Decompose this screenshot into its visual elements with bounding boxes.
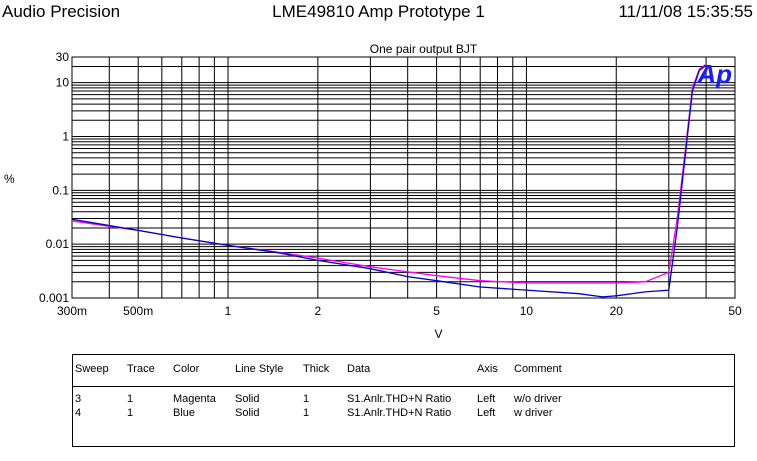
x-tick-label: 300m bbox=[57, 304, 87, 318]
legend-header-data: Data bbox=[347, 363, 371, 375]
legend-cell-comment: w driver bbox=[514, 407, 553, 419]
legend-cell-thick: 1 bbox=[303, 407, 310, 419]
header-timestamp: 11/11/08 15:35:55 bbox=[618, 2, 753, 21]
plot-area: 300m 500m 1 2 5 10 20 50 0.001 0.01 0.1 1 10 30 One pa… bbox=[4, 42, 742, 341]
legend-header-row: Sweep Trace Color Line Style Thick Data … bbox=[73, 363, 734, 377]
y-tick-label: 1 bbox=[62, 130, 69, 144]
y-tick-label: 0.1 bbox=[52, 183, 69, 197]
y-tick-label: 0.01 bbox=[46, 237, 70, 251]
y-tick-label: 0.001 bbox=[39, 291, 69, 305]
legend-header-axis: Axis bbox=[477, 363, 498, 375]
x-tick-label: 5 bbox=[433, 304, 440, 318]
ap-logo: Ap bbox=[696, 59, 732, 89]
legend-cell-data: S1.Anlr.THD+N Ratio bbox=[347, 407, 452, 419]
legend-cell-thick: 1 bbox=[303, 393, 310, 405]
x-axis-label: V bbox=[434, 327, 442, 341]
x-tick-label: 10 bbox=[520, 304, 534, 318]
x-tick-label: 20 bbox=[610, 304, 624, 318]
plot-frame bbox=[71, 56, 736, 299]
legend-header-comment: Comment bbox=[514, 363, 562, 375]
x-tick-label: 500m bbox=[123, 304, 153, 318]
x-tick-label: 2 bbox=[315, 304, 322, 318]
header-center-title: LME49810 Amp Prototype 1 bbox=[272, 2, 485, 21]
legend-cell-sweep: 3 bbox=[75, 393, 82, 405]
legend-cell-line-style: Solid bbox=[235, 393, 260, 405]
header-left-title: Audio Precision bbox=[2, 2, 121, 21]
x-tick-label: 1 bbox=[225, 304, 232, 318]
legend-header-thick: Thick bbox=[303, 363, 330, 375]
legend-header-trace: Trace bbox=[127, 363, 155, 375]
legend-cell-color: Magenta bbox=[173, 393, 216, 405]
legend-cell-data: S1.Anlr.THD+N Ratio bbox=[347, 393, 452, 405]
series-line bbox=[71, 64, 707, 298]
y-tick-label: 30 bbox=[56, 50, 70, 64]
x-tick-label: 50 bbox=[728, 304, 742, 318]
legend-cell-trace: 1 bbox=[127, 407, 134, 419]
chart-title: One pair output BJT bbox=[370, 42, 478, 56]
legend-cell-comment: w/o driver bbox=[514, 393, 562, 405]
legend-cell-color: Blue bbox=[173, 407, 196, 419]
legend-table: Sweep Trace Color Line Style Thick Data … bbox=[72, 354, 735, 447]
legend-cell-line-style: Solid bbox=[235, 407, 260, 419]
legend-row: 3 1 Magenta Solid 1 S1.Anlr.THD+N Ratio … bbox=[73, 393, 734, 407]
legend-header-line-style: Line Style bbox=[235, 363, 284, 375]
y-axis-label: % bbox=[4, 172, 15, 186]
y-tick-label: 10 bbox=[56, 76, 70, 90]
legend-cell-sweep: 4 bbox=[75, 407, 82, 419]
legend-row: 4 1 Blue Solid 1 S1.Anlr.THD+N Ratio Lef… bbox=[73, 407, 734, 421]
legend-header-sweep: Sweep bbox=[75, 363, 109, 375]
legend-cell-axis: Left bbox=[477, 393, 496, 405]
legend-cell-axis: Left bbox=[477, 407, 496, 419]
legend-cell-trace: 1 bbox=[127, 393, 134, 405]
legend-separator bbox=[73, 386, 734, 387]
legend-header-color: Color bbox=[173, 363, 200, 375]
